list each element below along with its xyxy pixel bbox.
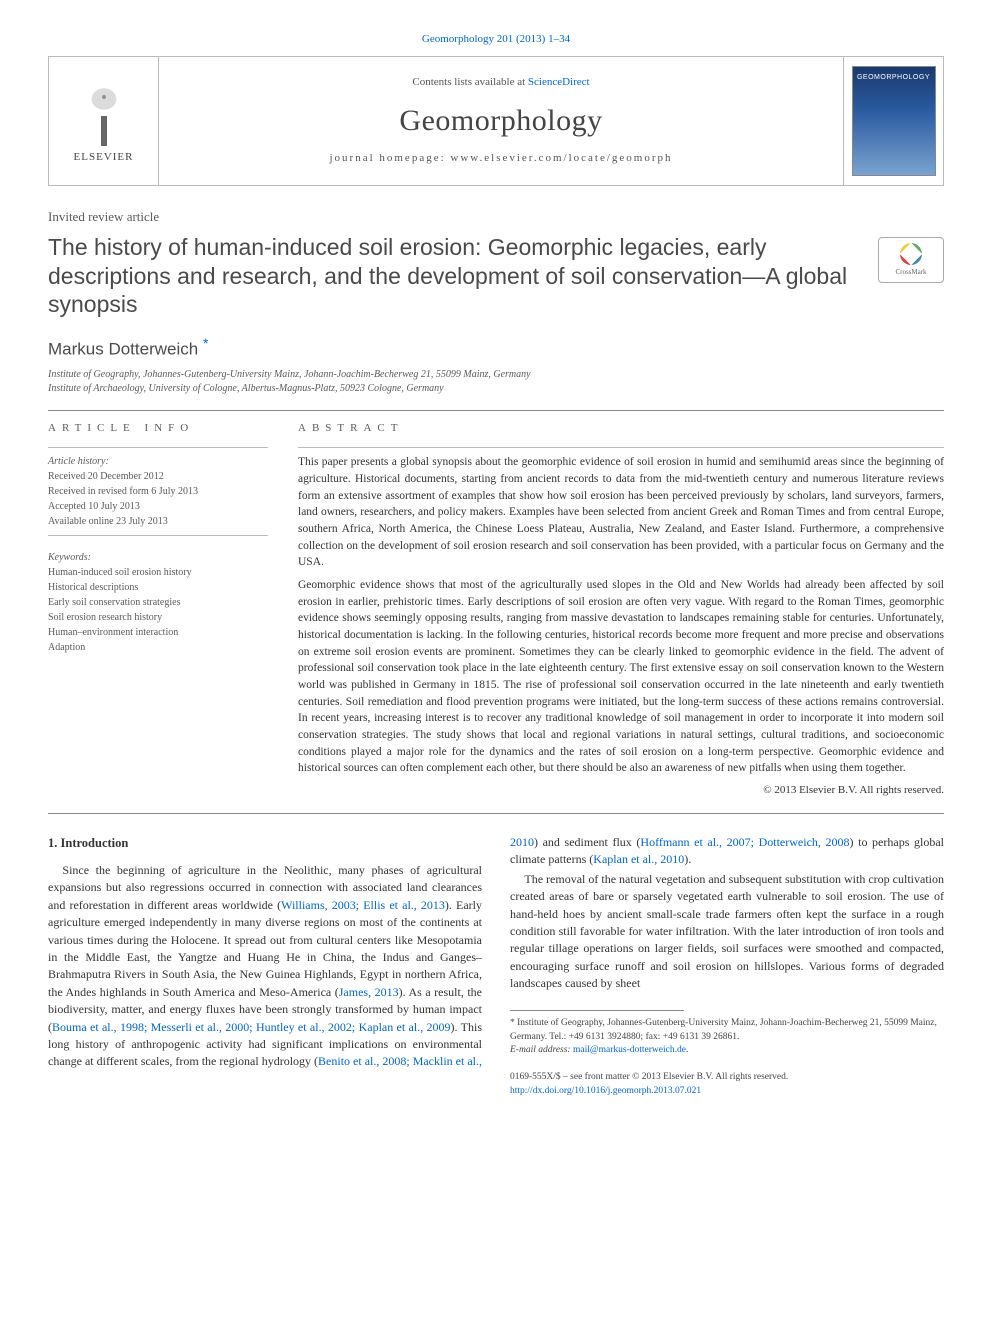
citation-link[interactable]: Williams, 2003; Ellis et al., 2013: [281, 898, 445, 912]
article-type: Invited review article: [48, 208, 944, 227]
citation-link[interactable]: Bouma et al., 1998; Messerli et al., 200…: [52, 1020, 451, 1034]
keyword: Human-induced soil erosion history: [48, 565, 268, 580]
divider: [48, 410, 944, 411]
elsevier-tree-icon: [74, 76, 134, 146]
author-line: Markus Dotterweich *: [48, 333, 944, 362]
body-text-run: ). Early agriculture emerged independent…: [48, 898, 482, 999]
abstract-copyright: © 2013 Elsevier B.V. All rights reserved…: [298, 783, 944, 799]
citation-link[interactable]: Geomorphology 201 (2013) 1–34: [422, 33, 570, 45]
contents-prefix: Contents lists available at: [412, 76, 527, 88]
thin-divider: [48, 447, 268, 448]
affiliation-2: Institute of Archaeology, University of …: [48, 382, 944, 396]
crossmark-label: CrossMark: [895, 267, 926, 277]
history-accepted: Accepted 10 July 2013: [48, 499, 268, 514]
email-footnote: E-mail address: mail@markus-dotterweich.…: [510, 1044, 944, 1057]
citation-line: Geomorphology 201 (2013) 1–34: [48, 32, 944, 48]
footnote-separator: [510, 1010, 684, 1011]
citation-link[interactable]: James, 2013: [339, 985, 399, 999]
divider: [48, 813, 944, 814]
doi-link[interactable]: http://dx.doi.org/10.1016/j.geomorph.201…: [510, 1086, 701, 1096]
crossmark-badge[interactable]: CrossMark: [878, 237, 944, 283]
history-heading: Article history:: [48, 454, 268, 469]
contents-line: Contents lists available at ScienceDirec…: [159, 75, 843, 91]
journal-homepage: journal homepage: www.elsevier.com/locat…: [159, 151, 843, 167]
affiliation-1: Institute of Geography, Johannes-Gutenbe…: [48, 368, 944, 382]
crossmark-icon: [900, 243, 922, 265]
keyword: Adaption: [48, 640, 268, 655]
body-para-2: The removal of the natural vegetation an…: [510, 871, 944, 993]
email-suffix: .: [686, 1045, 688, 1055]
article-title: The history of human-induced soil erosio…: [48, 233, 862, 319]
keyword: Early soil conservation strategies: [48, 595, 268, 610]
body-text-run: ).: [684, 852, 691, 866]
section-heading: 1. Introduction: [48, 834, 482, 852]
keywords-heading: Keywords:: [48, 550, 268, 565]
abstract-para-2: Geomorphic evidence shows that most of t…: [298, 577, 944, 777]
citation-link[interactable]: Hoffmann et al., 2007; Dotterweich, 2008: [640, 835, 849, 849]
keyword: Human–environment interaction: [48, 625, 268, 640]
publisher-logo: ELSEVIER: [49, 57, 159, 185]
corresponding-footnote: * Institute of Geography, Johannes-Guten…: [510, 1017, 944, 1044]
cover-title: GEOMORPHOLOGY: [853, 73, 935, 83]
thin-divider: [48, 535, 268, 536]
email-link[interactable]: mail@markus-dotterweich.de: [573, 1045, 686, 1055]
email-label: E-mail address:: [510, 1045, 573, 1055]
author-corr-mark[interactable]: *: [203, 335, 208, 351]
sciencedirect-link[interactable]: ScienceDirect: [528, 76, 590, 88]
keyword: Historical descriptions: [48, 580, 268, 595]
journal-header: ELSEVIER Contents lists available at Sci…: [48, 56, 944, 186]
publisher-name: ELSEVIER: [74, 150, 134, 166]
article-info-label: article info: [48, 421, 268, 437]
citation-link[interactable]: Kaplan et al., 2010: [593, 852, 684, 866]
journal-name: Geomorphology: [159, 99, 843, 143]
history-received: Received 20 December 2012: [48, 469, 268, 484]
abstract-label: abstract: [298, 421, 944, 437]
thin-divider: [298, 447, 944, 448]
issn-line: 0169-555X/$ – see front matter © 2013 El…: [510, 1071, 944, 1085]
history-online: Available online 23 July 2013: [48, 514, 268, 529]
keyword: Soil erosion research history: [48, 610, 268, 625]
body-text-run: ) and sediment flux (: [534, 835, 640, 849]
history-revised: Received in revised form 6 July 2013: [48, 484, 268, 499]
journal-cover: GEOMORPHOLOGY: [843, 57, 943, 185]
abstract-para-1: This paper presents a global synopsis ab…: [298, 454, 944, 571]
author-name: Markus Dotterweich: [48, 340, 198, 359]
